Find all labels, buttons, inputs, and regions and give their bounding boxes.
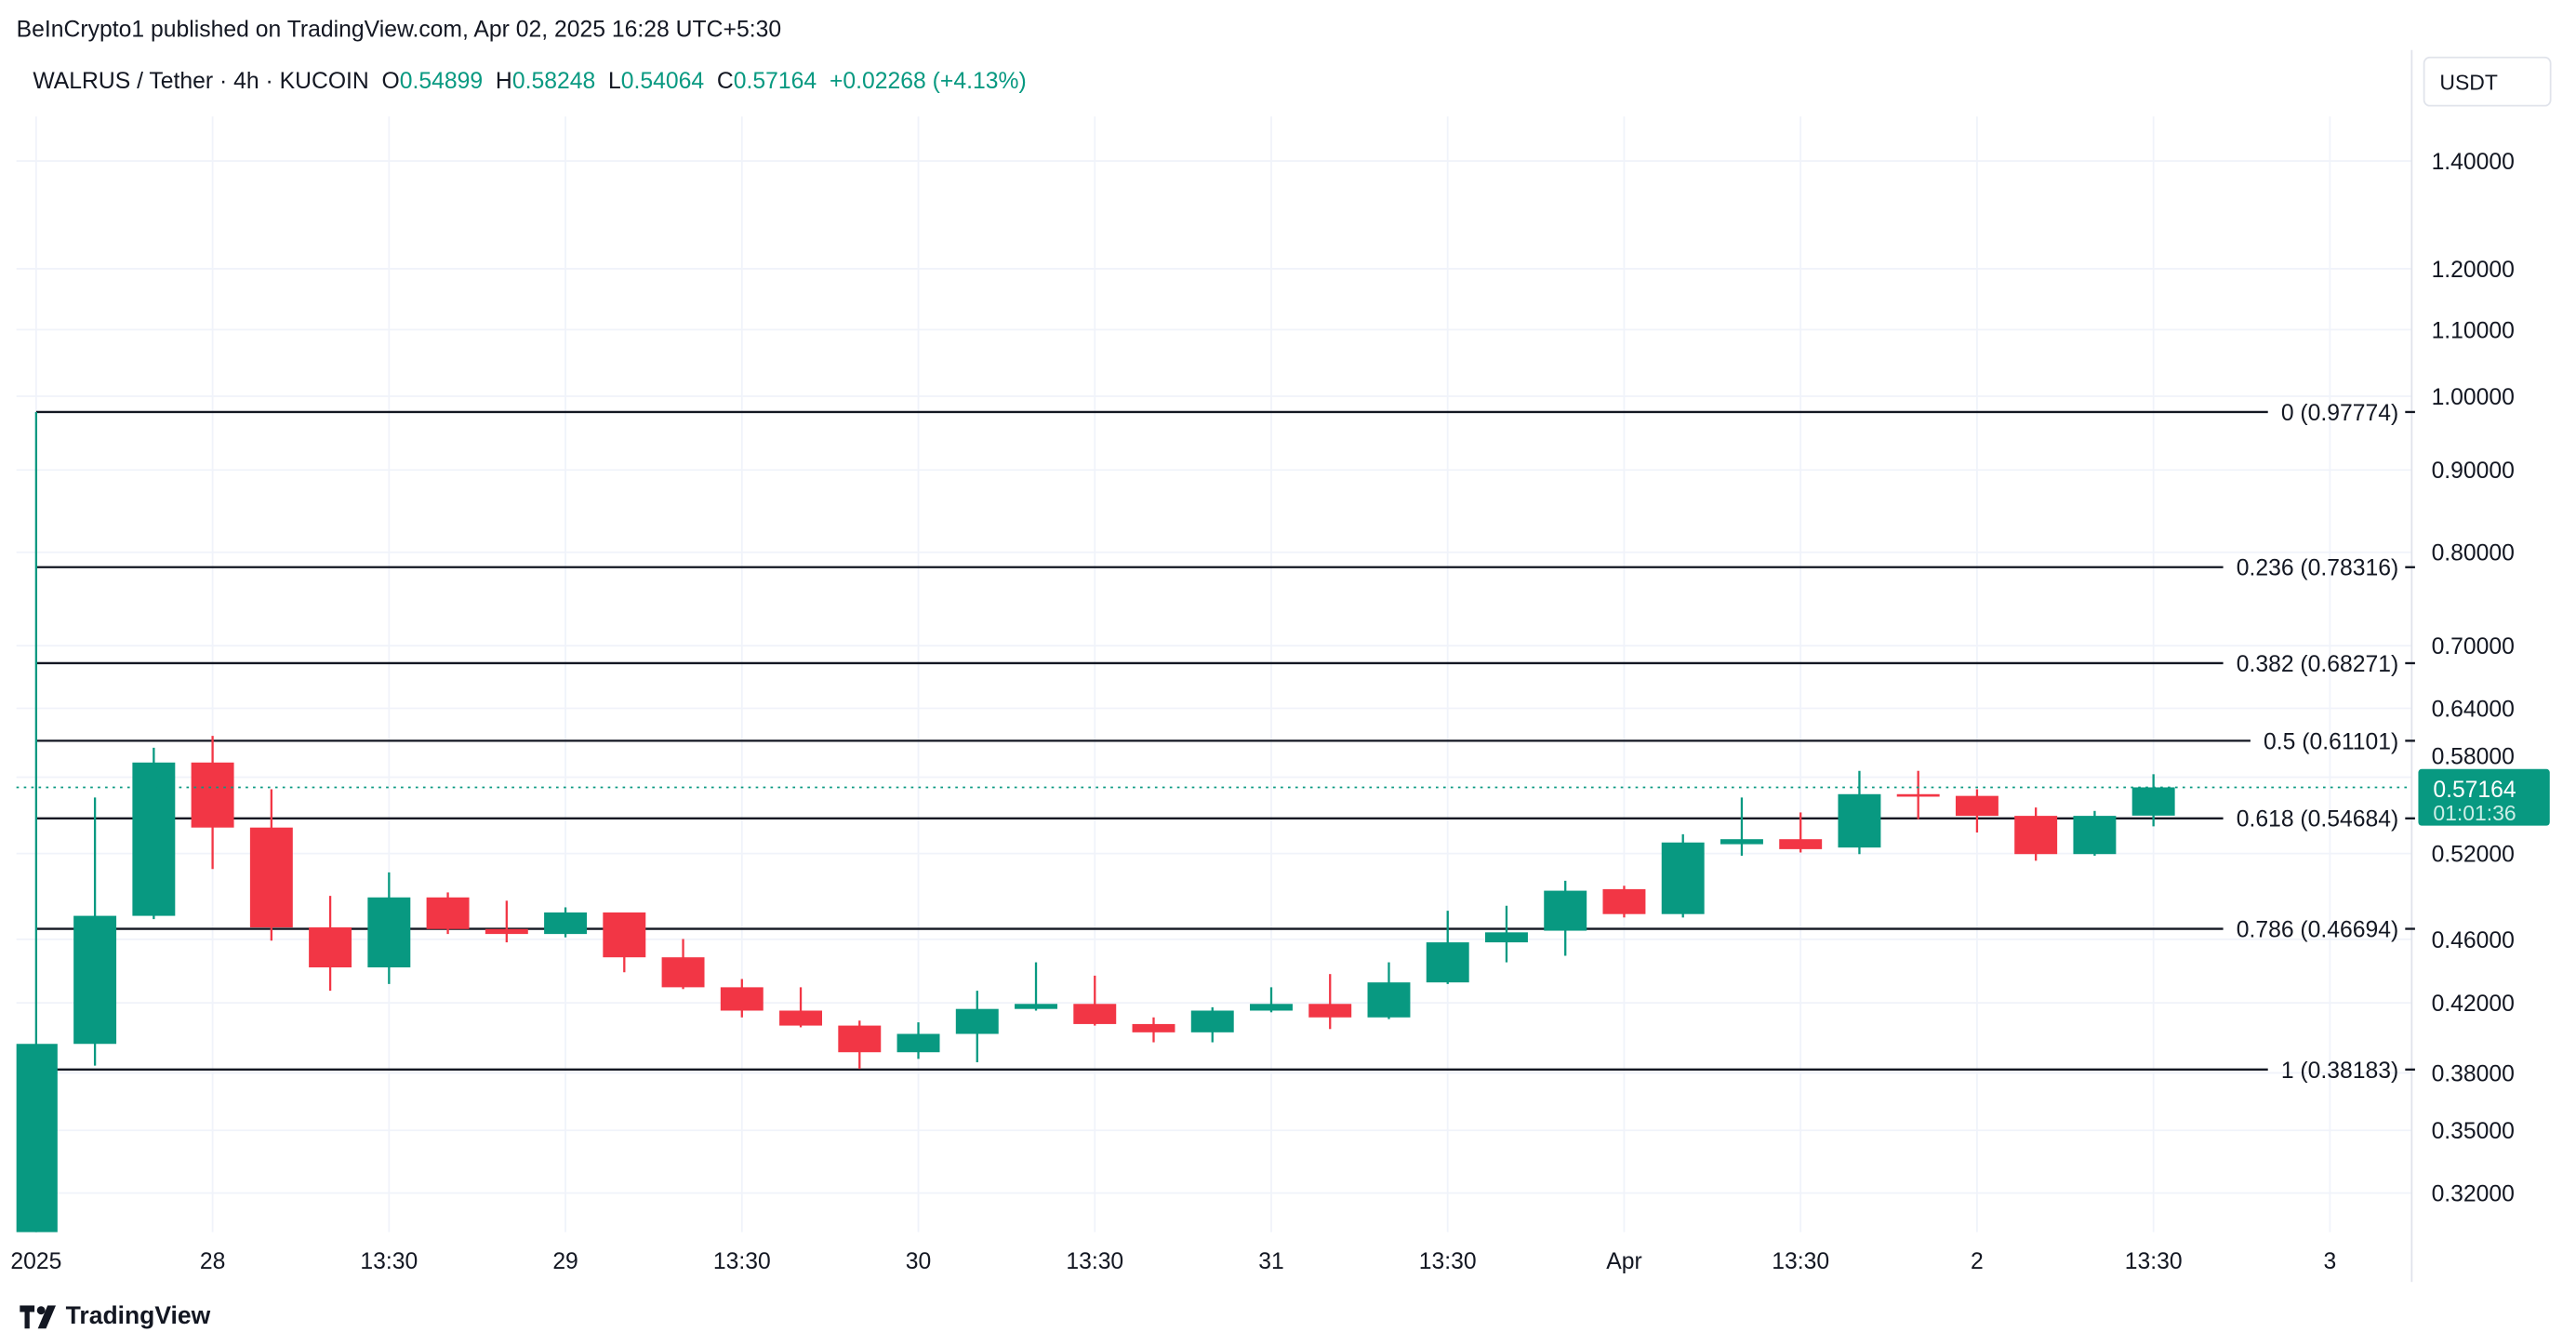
high-label: H (495, 66, 512, 94)
candle-body-up (1544, 890, 1587, 931)
fib-level-label: 0.382 (0.68271) (2237, 651, 2398, 677)
high-value: 0.58248 (511, 66, 596, 94)
fib-level-label: 0 (0.97774) (2281, 400, 2398, 426)
candle-body-down (249, 827, 293, 928)
candle-body-down (1602, 888, 1646, 914)
candle-body-up (367, 897, 411, 967)
candle-body-down (838, 1025, 882, 1053)
candle-body-up (1720, 839, 1763, 845)
time-tick-label: 13:30 (1066, 1248, 1123, 1274)
countdown-label: 01:01:36 (2433, 801, 2516, 825)
price-tick-label: 0.90000 (2432, 458, 2515, 484)
time-tick-label: 13:30 (713, 1248, 771, 1274)
last-price-label: 0.57164 (2433, 777, 2516, 803)
price-tick-label: 0.70000 (2432, 633, 2515, 659)
time-tick-label: 2 (1971, 1248, 1984, 1274)
open-label: O (381, 66, 400, 94)
candle-body-up (73, 915, 117, 1045)
time-tick-label: 13:30 (2125, 1248, 2183, 1274)
candle-body-up (1250, 1004, 1293, 1011)
candle-body-down (191, 762, 234, 828)
candle-body-up (1015, 1004, 1057, 1009)
time-tick-label: 30 (906, 1248, 931, 1274)
price-tick-label: 0.38000 (2432, 1060, 2515, 1086)
candles-group (16, 411, 2175, 1232)
price-tick-label: 0.42000 (2432, 991, 2515, 1017)
candle-body-down (603, 912, 646, 958)
candle-body-down (1132, 1023, 1175, 1032)
published-caption: BeInCrypto1 published on TradingView.com… (16, 15, 782, 42)
candle-body-up (896, 1033, 940, 1053)
close-label: C (716, 66, 734, 94)
time-tick-label: 28 (200, 1248, 225, 1274)
price-tick-label: 1.10000 (2432, 317, 2515, 343)
candle-body-down (1955, 795, 1998, 817)
price-tick-label: 0.80000 (2432, 540, 2515, 566)
brand-name: TradingView (65, 1301, 211, 1331)
price-tick-label: 0.46000 (2432, 927, 2515, 953)
time-tick-label: 13:30 (360, 1248, 418, 1274)
candle-body-up (1190, 1010, 1234, 1032)
price-tick-label: 0.35000 (2432, 1118, 2515, 1144)
candle-body-down (1779, 839, 1823, 849)
time-tick-label: 31 (1258, 1248, 1283, 1274)
time-tick-label: 3 (2324, 1248, 2337, 1274)
candle-body-down (2014, 816, 2058, 855)
fib-level-label: 0.5 (0.61101) (2264, 728, 2398, 754)
fib-level-label: 0.786 (0.46694) (2237, 916, 2398, 942)
candle-body-down (779, 1010, 823, 1026)
candle-body-up (1838, 793, 1881, 848)
candle-body-up (955, 1008, 999, 1034)
price-tick-label: 0.58000 (2432, 743, 2515, 769)
price-tick-label: 1.40000 (2432, 149, 2515, 175)
low-value: 0.54064 (620, 66, 705, 94)
price-tick-label: 1.00000 (2432, 384, 2515, 410)
time-tick-label: 2025 (10, 1248, 61, 1274)
price-tick-label: 1.20000 (2432, 257, 2515, 283)
candle-body-down (720, 987, 764, 1011)
fib-level-label: 1 (0.38183) (2281, 1058, 2398, 1084)
change-value: +0.02268 (+4.13%) (829, 66, 1027, 94)
candle-body-up (1367, 982, 1411, 1018)
currency-button[interactable]: USDT (2423, 56, 2552, 107)
candle-body-down (1308, 1004, 1352, 1018)
tradingview-icon (20, 1304, 57, 1328)
symbol-label[interactable]: WALRUS / Tether · 4h · KUCOIN (33, 66, 369, 94)
candle-body-up (2073, 816, 2117, 855)
price-tick-label: 0.52000 (2432, 841, 2515, 867)
candle-body-down (1073, 1004, 1117, 1024)
ohlc-legend: WALRUS / Tether · 4h · KUCOIN O0.54899 H… (33, 67, 1026, 94)
price-tick-label: 0.32000 (2432, 1180, 2515, 1206)
price-tick-label: 0.64000 (2432, 696, 2515, 722)
low-label: L (607, 66, 621, 94)
fib-level-label: 0.618 (0.54684) (2237, 806, 2398, 832)
candle-body-down (426, 897, 470, 929)
candle-body-up (544, 912, 588, 935)
close-value: 0.57164 (733, 66, 817, 94)
candle-body-down (309, 927, 352, 967)
candle-body-down (661, 957, 705, 988)
time-tick-label: 13:30 (1419, 1248, 1477, 1274)
candle-body-up (1485, 932, 1528, 943)
open-value: 0.54899 (399, 66, 484, 94)
tradingview-logo[interactable]: TradingView (20, 1302, 210, 1330)
candle-body-up (1426, 942, 1469, 983)
candle-body-up (1661, 842, 1705, 914)
fib-level-label: 0.236 (0.78316) (2237, 555, 2398, 581)
candle-body-down (485, 928, 528, 935)
candle-body-up (16, 1044, 58, 1232)
time-tick-label: Apr (1606, 1248, 1641, 1274)
last-price-badge (2418, 768, 2550, 826)
time-tick-label: 29 (552, 1248, 578, 1274)
candle-body-up (132, 762, 176, 916)
time-tick-label: 13:30 (1772, 1248, 1829, 1274)
candle-body-up (2131, 787, 2175, 816)
candle-body-down (1896, 793, 1940, 797)
